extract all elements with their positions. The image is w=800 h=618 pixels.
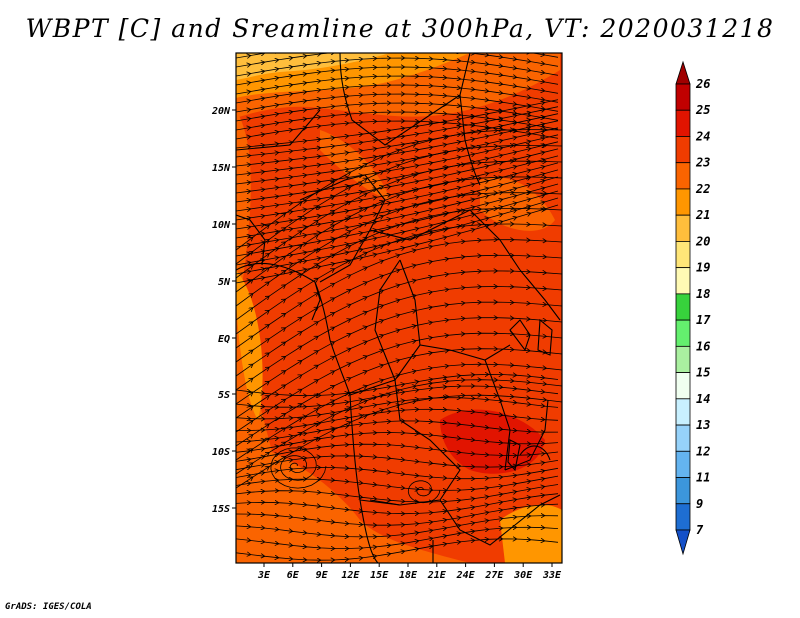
colorbar-label: 23: [695, 156, 710, 170]
lat-label: EQ: [218, 334, 230, 345]
lon-label: 24E: [456, 570, 476, 581]
colorbar-label: 18: [696, 287, 710, 301]
colorbar-label: 15: [696, 366, 710, 380]
lat-axis: 20N 15N 10N 5N EQ 5S 10S 15S: [211, 106, 236, 515]
lon-label: 3E: [257, 570, 271, 581]
colorbar-segment: [676, 320, 690, 346]
colorbar-segment: [676, 136, 690, 162]
lat-label: 5N: [218, 277, 231, 288]
colorbar-segment: [676, 451, 690, 477]
colorbar-label: 19: [696, 261, 710, 275]
colorbar-segment: [676, 478, 690, 504]
lon-label: 12E: [341, 570, 360, 581]
colorbar-label: 25: [695, 103, 710, 117]
colorbar-label: 17: [696, 313, 711, 327]
lat-label: 10S: [212, 447, 230, 458]
colorbar-label: 12: [696, 444, 710, 458]
colorbar-bottom-arrow: [676, 530, 690, 554]
colorbar-label: 21: [695, 208, 710, 222]
colorbar-label: 22: [695, 182, 710, 196]
colorbar-segment: [676, 399, 690, 425]
colorbar-label: 26: [695, 77, 710, 91]
colorbar-segment: [676, 268, 690, 294]
grads-credit: GrADS: IGES/COLA: [5, 602, 92, 612]
colorbar-label: 7: [696, 523, 704, 537]
colorbar-label: 9: [696, 497, 703, 511]
colorbar-label: 16: [696, 339, 710, 353]
colorbar-label: 13: [696, 418, 710, 432]
lon-label: 21E: [427, 570, 447, 581]
lat-label: 15N: [212, 163, 231, 174]
lon-label: 18E: [399, 570, 418, 581]
colorbar-label: 11: [696, 471, 710, 485]
colorbar-label: 24: [695, 129, 710, 143]
colorbar-top-arrow: [676, 62, 690, 84]
colorbar-segment: [676, 189, 690, 215]
colorbar-segment: [676, 163, 690, 189]
colorbar-segment: [676, 110, 690, 136]
lon-axis: 3E 6E 9E 12E 15E 18E 21E 24E 27E 30E 33E: [257, 563, 562, 581]
colorbar-segment: [676, 373, 690, 399]
colorbar-segment: [676, 294, 690, 320]
map-plot: 20N 15N 10N 5N EQ 5S 10S 15S 3E 6E 9E 12E 15E 18E 21E…: [0, 0, 800, 618]
lon-label: 9E: [316, 570, 329, 581]
colorbar: 26 25 24 23 22 21 20 19 18 17 16 15 14 13 12 11 9 7: [676, 62, 711, 554]
lat-label: 15S: [212, 504, 230, 515]
colorbar-segment: [676, 215, 690, 241]
colorbar-segment: [676, 346, 690, 372]
colorbar-segment: [676, 504, 690, 530]
lon-label: 15E: [370, 570, 389, 581]
colorbar-segment: [676, 241, 690, 267]
colorbar-label: 14: [696, 392, 710, 406]
lon-label: 27E: [484, 570, 504, 581]
colorbar-segment: [676, 425, 690, 451]
lon-label: 33E: [542, 570, 562, 581]
lon-label: 30E: [513, 570, 533, 581]
lon-label: 6E: [287, 570, 300, 581]
lat-label: 20N: [211, 106, 231, 117]
colorbar-label: 20: [695, 234, 710, 248]
lat-label: 10N: [212, 220, 231, 231]
lat-label: 5S: [218, 390, 230, 401]
colorbar-segment: [676, 84, 690, 110]
